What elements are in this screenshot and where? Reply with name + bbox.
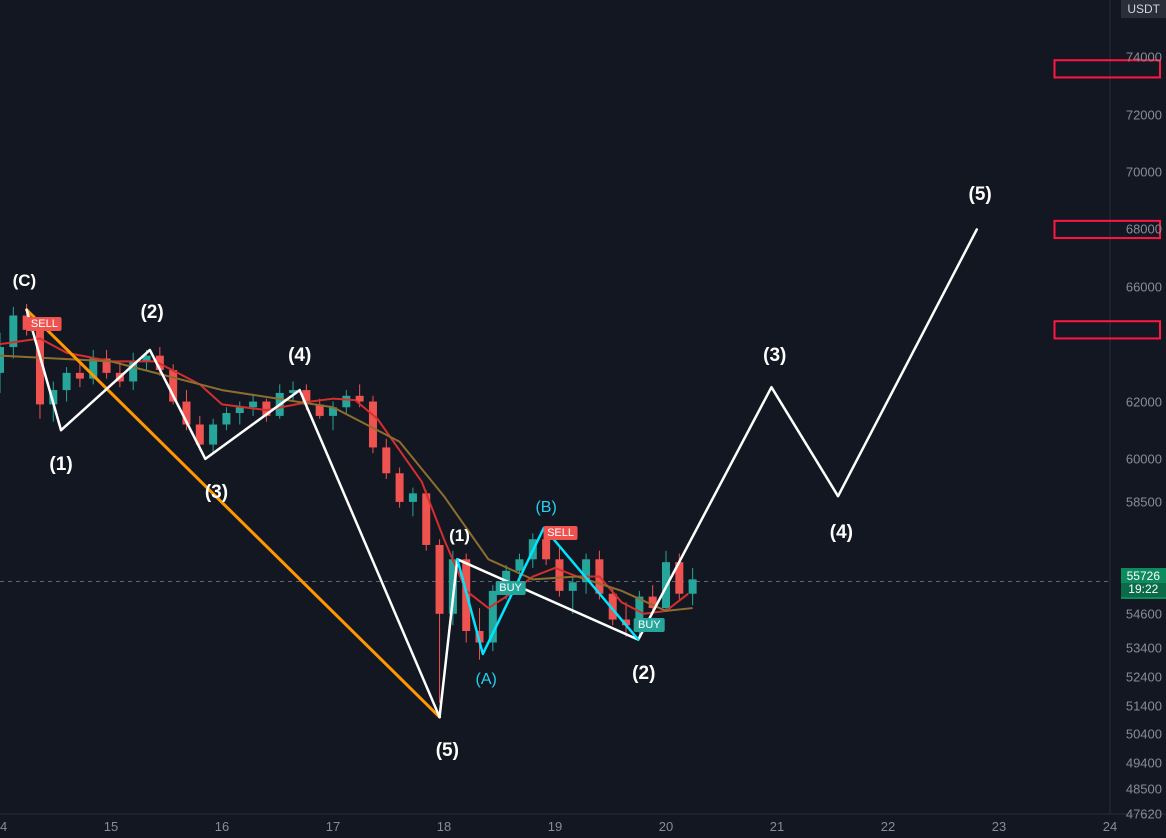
sell-signal: SELL bbox=[27, 317, 62, 331]
y-tick-label: 54600 bbox=[1126, 606, 1162, 621]
wave-label: (3) bbox=[205, 482, 228, 504]
x-tick-label: 24 bbox=[1103, 819, 1117, 834]
buy-signal: BUY bbox=[495, 581, 526, 595]
wave-label: (4) bbox=[830, 522, 853, 544]
abc-label: (A) bbox=[476, 671, 497, 689]
y-tick-label: 66000 bbox=[1126, 279, 1162, 294]
sell-signal: SELL bbox=[543, 526, 578, 540]
wave-label: (2) bbox=[140, 302, 163, 324]
wave-label: (1) bbox=[449, 526, 470, 546]
x-tick-label: 16 bbox=[215, 819, 229, 834]
chart-root[interactable]: USDT 47620 48500 49400 50400 51400 52400 53400… bbox=[0, 0, 1166, 838]
wave-label: (2) bbox=[632, 663, 655, 685]
y-tick-label: 72000 bbox=[1126, 107, 1162, 122]
x-tick-label: 20 bbox=[659, 819, 673, 834]
y-tick-label: 47620 bbox=[1126, 807, 1162, 822]
x-tick-label: 18 bbox=[437, 819, 451, 834]
wave-label: (3) bbox=[763, 345, 786, 367]
chart-svg[interactable] bbox=[0, 0, 1166, 838]
y-tick-label: 68000 bbox=[1126, 222, 1162, 237]
wave-label: (C) bbox=[13, 271, 37, 291]
y-tick-label: 60000 bbox=[1126, 451, 1162, 466]
wave-label: (5) bbox=[436, 740, 459, 762]
y-tick-label: 51400 bbox=[1126, 698, 1162, 713]
y-tick-label: 62000 bbox=[1126, 394, 1162, 409]
x-tick-label: 21 bbox=[770, 819, 784, 834]
y-tick-label: 58500 bbox=[1126, 494, 1162, 509]
y-tick-label: 50400 bbox=[1126, 727, 1162, 742]
buy-signal: BUY bbox=[634, 618, 665, 632]
wave-label: (1) bbox=[49, 454, 72, 476]
y-tick-label: 74000 bbox=[1126, 50, 1162, 65]
last-price-tag: 5572619:22 bbox=[1121, 568, 1166, 600]
currency-badge: USDT bbox=[1121, 0, 1166, 18]
x-tick-label: 23 bbox=[992, 819, 1006, 834]
x-tick-label: 17 bbox=[326, 819, 340, 834]
x-tick-label: 15 bbox=[104, 819, 118, 834]
y-tick-label: 49400 bbox=[1126, 755, 1162, 770]
y-tick-label: 53400 bbox=[1126, 641, 1162, 656]
y-tick-label: 70000 bbox=[1126, 165, 1162, 180]
y-tick-label: 48500 bbox=[1126, 781, 1162, 796]
x-tick-label: 22 bbox=[881, 819, 895, 834]
x-tick-label: 14 bbox=[0, 819, 7, 834]
x-tick-label: 19 bbox=[548, 819, 562, 834]
wave-label: (4) bbox=[288, 345, 311, 367]
wave-label: (5) bbox=[969, 184, 992, 206]
abc-label: (B) bbox=[535, 499, 556, 517]
y-tick-label: 52400 bbox=[1126, 669, 1162, 684]
